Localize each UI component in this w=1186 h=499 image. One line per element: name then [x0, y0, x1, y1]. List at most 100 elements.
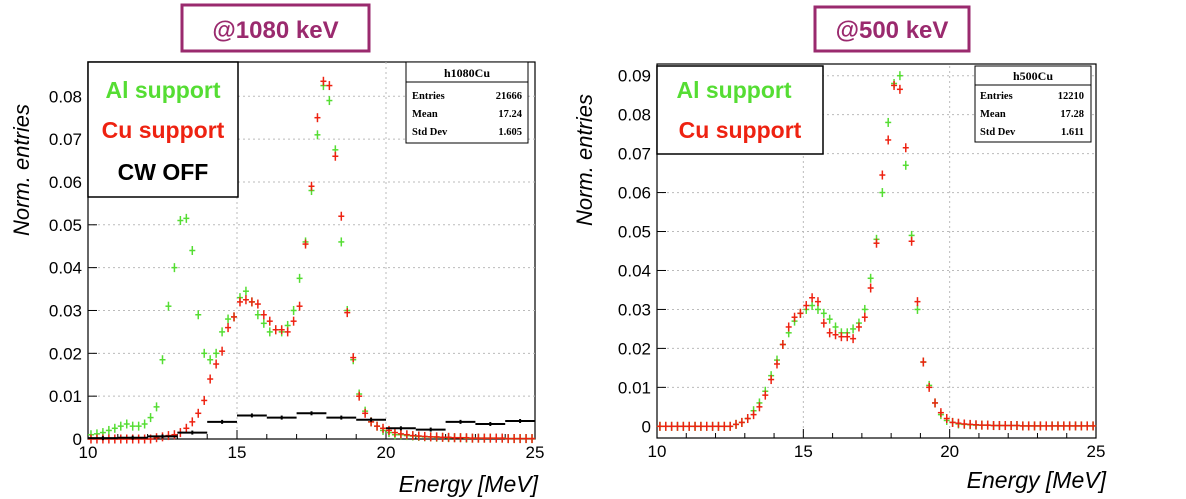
y-tick-label: 0.06	[49, 173, 82, 192]
data-point	[177, 430, 208, 435]
legend-frame	[87, 61, 239, 198]
data-point	[219, 327, 226, 337]
data-point	[445, 419, 476, 424]
data-point	[1060, 421, 1067, 431]
data-point	[984, 420, 991, 430]
data-point	[920, 357, 927, 367]
data-point	[266, 316, 273, 326]
y-tick-label: 0.08	[618, 106, 651, 125]
stats-stddev-label: Std Dev	[980, 127, 1016, 138]
data-point	[183, 213, 190, 223]
stats-mean-value: 17.24	[498, 109, 522, 120]
data-point	[314, 130, 321, 140]
data-point	[141, 434, 148, 444]
data-point	[421, 431, 428, 441]
data-point	[338, 211, 345, 221]
stats-box-frame	[405, 61, 529, 144]
data-point	[296, 411, 327, 416]
legend-cu-support: Cu support	[102, 117, 225, 143]
data-point	[207, 374, 214, 384]
x-tick-label: 25	[1087, 442, 1106, 461]
data-point	[896, 84, 903, 94]
data-point	[380, 423, 387, 433]
y-tick-label: 0.08	[49, 87, 82, 106]
stats-mean-label: Mean	[412, 109, 438, 120]
data-point	[850, 324, 857, 334]
stats-box: h500Cu Entries 12210 Mean 17.28 Std Dev …	[974, 65, 1092, 143]
data-point	[1090, 421, 1097, 431]
data-point	[189, 246, 196, 255]
panel-title: @1080 keV	[212, 17, 338, 44]
data-point	[529, 434, 536, 444]
data-point	[674, 421, 681, 431]
data-point	[505, 419, 535, 424]
data-point	[762, 390, 769, 400]
y-tick-label: 0	[73, 430, 82, 449]
y-tick-label: 0.04	[49, 259, 82, 278]
data-point	[820, 308, 827, 318]
data-point	[445, 432, 452, 442]
data-point	[386, 426, 416, 431]
data-point	[668, 421, 675, 431]
data-point	[165, 301, 172, 311]
data-point	[1043, 421, 1050, 431]
legend-al-support: Al support	[106, 77, 221, 103]
data-point	[260, 310, 267, 320]
data-point	[290, 305, 297, 315]
data-point	[487, 433, 494, 443]
data-point	[135, 434, 142, 444]
y-tick-label: 0.06	[618, 184, 651, 203]
data-point	[785, 322, 792, 332]
data-point	[773, 359, 780, 369]
data-point	[879, 170, 886, 180]
data-point	[278, 325, 285, 335]
data-point	[949, 417, 956, 427]
data-point	[320, 76, 327, 86]
legend: Al support Cu support	[656, 65, 824, 155]
data-point	[189, 417, 196, 427]
data-point	[967, 419, 974, 429]
data-point	[475, 422, 506, 427]
data-point	[481, 433, 488, 443]
stats-entries-value: 12210	[1058, 91, 1084, 102]
data-point	[117, 421, 124, 431]
data-point	[978, 420, 985, 430]
data-point	[1013, 421, 1020, 431]
data-point	[656, 421, 663, 431]
data-point	[463, 433, 470, 443]
data-point	[308, 181, 315, 191]
data-point	[374, 421, 381, 431]
data-point	[826, 328, 833, 338]
data-point	[1008, 421, 1015, 431]
legend-cu-support: Cu support	[679, 117, 802, 143]
stats-stddev-value: 1.605	[498, 127, 522, 138]
data-point	[1031, 421, 1038, 431]
data-point	[493, 433, 500, 443]
data-point	[141, 419, 148, 429]
data-point	[937, 408, 944, 418]
x-tick-label: 10	[79, 443, 98, 462]
data-point	[709, 421, 716, 431]
data-point	[236, 297, 243, 307]
data-point	[123, 419, 130, 429]
data-point	[207, 419, 237, 424]
data-point	[779, 340, 786, 349]
data-point	[314, 113, 321, 123]
data-point	[715, 421, 722, 431]
data-point	[955, 418, 962, 428]
panel-title: @500 keV	[836, 17, 949, 44]
y-tick-label: 0.05	[49, 216, 82, 235]
data-point	[1025, 421, 1032, 431]
data-point	[117, 434, 124, 444]
data-point	[147, 413, 154, 423]
data-point	[914, 304, 921, 314]
data-point	[302, 239, 309, 249]
stats-entries-label: Entries	[412, 91, 445, 102]
data-point	[129, 421, 136, 431]
data-point	[207, 355, 214, 365]
data-point	[135, 421, 142, 431]
data-point	[332, 151, 339, 161]
data-point	[838, 332, 845, 342]
data-point	[662, 421, 669, 431]
